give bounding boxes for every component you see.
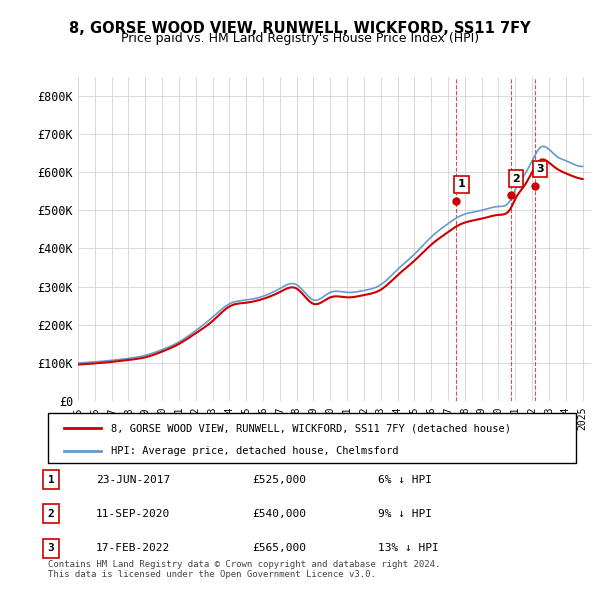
Text: 8, GORSE WOOD VIEW, RUNWELL, WICKFORD, SS11 7FY: 8, GORSE WOOD VIEW, RUNWELL, WICKFORD, S… <box>69 21 531 35</box>
Text: 23-JUN-2017: 23-JUN-2017 <box>96 475 170 484</box>
Text: HPI: Average price, detached house, Chelmsford: HPI: Average price, detached house, Chel… <box>112 445 399 455</box>
Text: 2: 2 <box>47 509 55 519</box>
Text: £565,000: £565,000 <box>252 543 306 553</box>
Text: £525,000: £525,000 <box>252 475 306 484</box>
Text: 17-FEB-2022: 17-FEB-2022 <box>96 543 170 553</box>
Text: 1: 1 <box>47 475 55 484</box>
Text: 8, GORSE WOOD VIEW, RUNWELL, WICKFORD, SS11 7FY (detached house): 8, GORSE WOOD VIEW, RUNWELL, WICKFORD, S… <box>112 423 511 433</box>
Text: 9% ↓ HPI: 9% ↓ HPI <box>378 509 432 519</box>
Text: 3: 3 <box>536 164 544 174</box>
Text: Price paid vs. HM Land Registry's House Price Index (HPI): Price paid vs. HM Land Registry's House … <box>121 32 479 45</box>
Text: Contains HM Land Registry data © Crown copyright and database right 2024.
This d: Contains HM Land Registry data © Crown c… <box>48 560 440 579</box>
Text: 6% ↓ HPI: 6% ↓ HPI <box>378 475 432 484</box>
Text: 2: 2 <box>512 173 520 183</box>
Text: 3: 3 <box>47 543 55 553</box>
Text: 13% ↓ HPI: 13% ↓ HPI <box>378 543 439 553</box>
Text: £540,000: £540,000 <box>252 509 306 519</box>
FancyBboxPatch shape <box>48 413 576 463</box>
Text: 1: 1 <box>458 179 466 189</box>
Text: 11-SEP-2020: 11-SEP-2020 <box>96 509 170 519</box>
